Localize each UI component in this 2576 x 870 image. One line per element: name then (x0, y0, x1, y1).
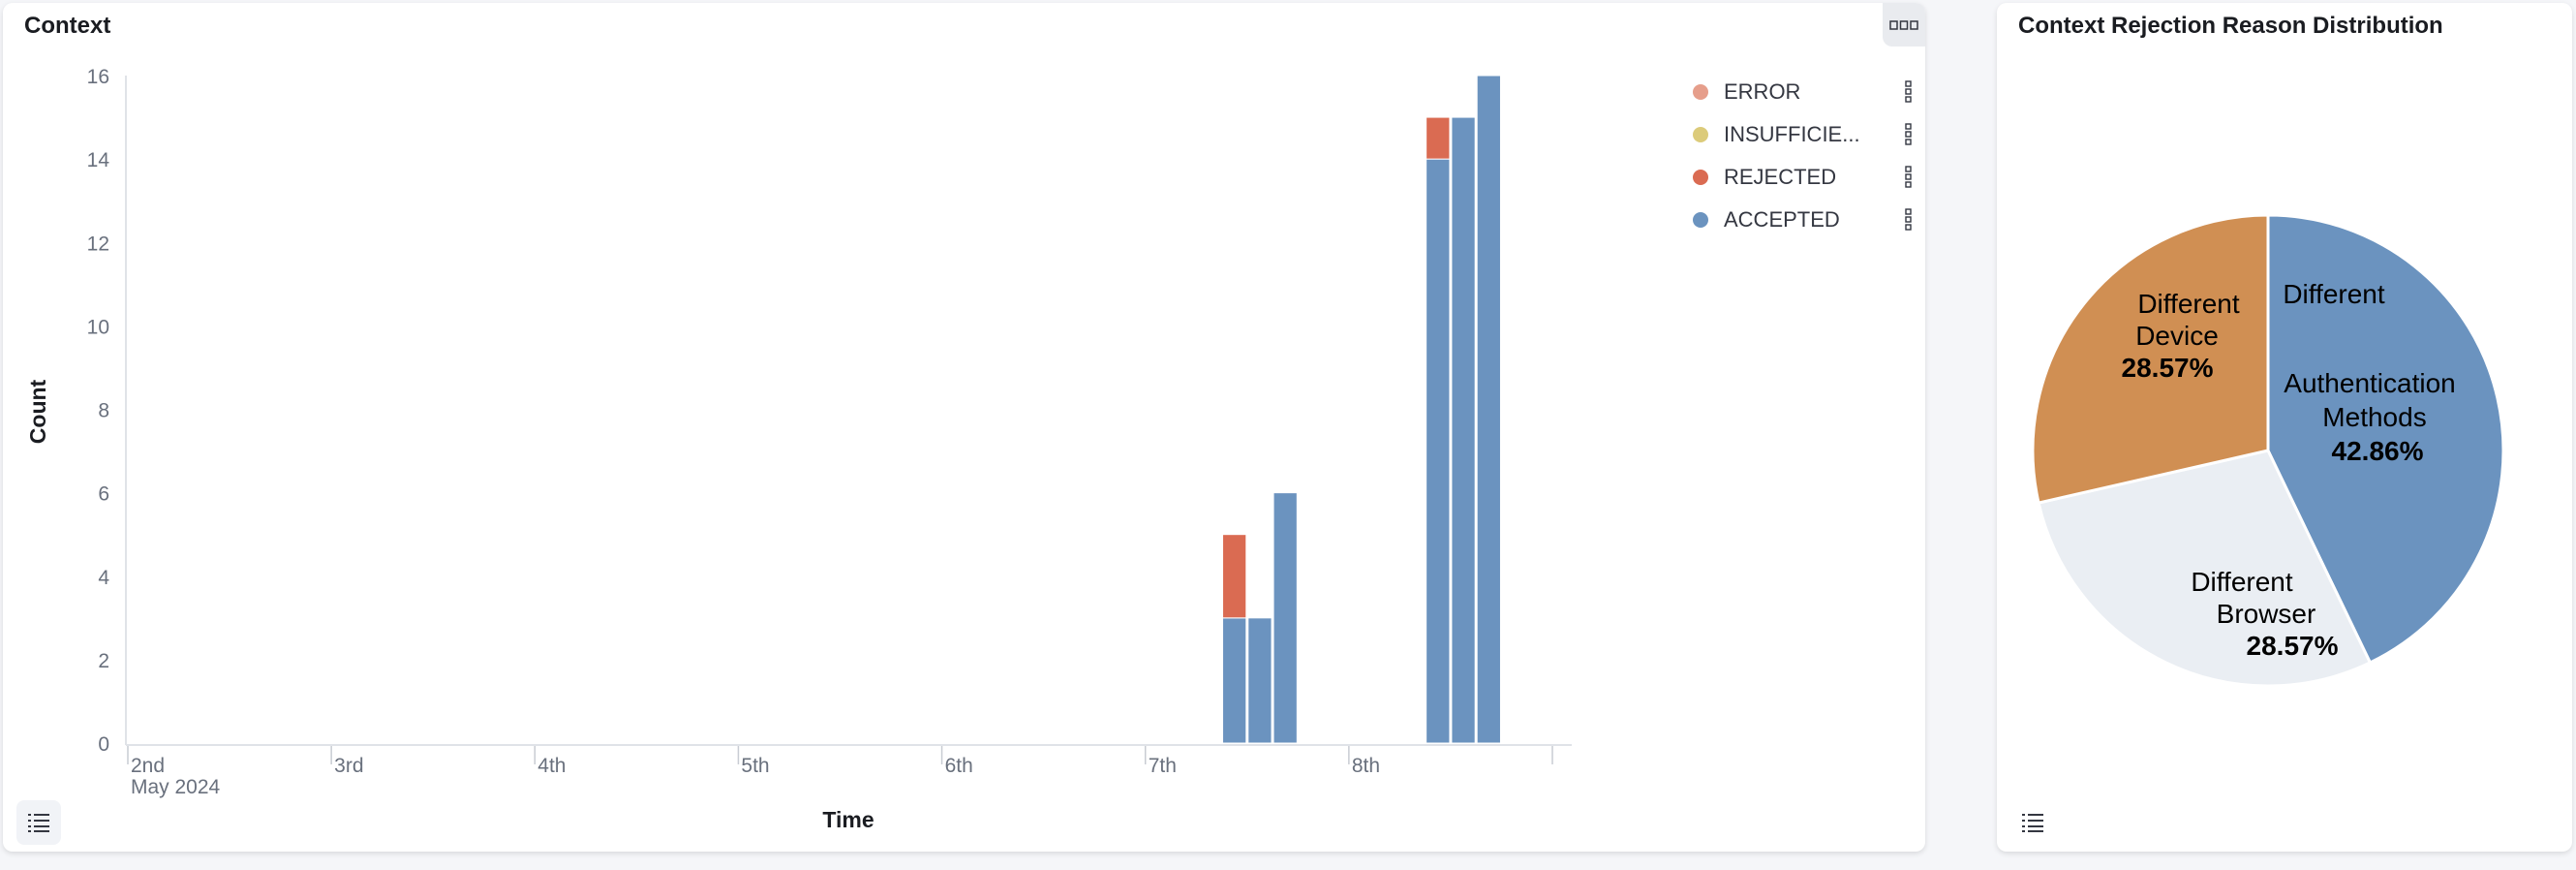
x-tick-sublabel: May 2024 (131, 776, 221, 798)
legend-label: INSUFFICIE... (1724, 122, 1860, 146)
legend-item-menu-icon[interactable] (1905, 208, 1913, 232)
x-axis-label: Time (822, 807, 874, 832)
legend-color-dot (1693, 84, 1708, 100)
legend-color-dot (1693, 212, 1708, 228)
legend-toggle-button[interactable] (2010, 800, 2055, 845)
legend-item[interactable]: ACCEPTED (1693, 205, 1840, 234)
bar-accepted[interactable] (1222, 617, 1247, 744)
list-icon (28, 814, 49, 832)
bar-rejected[interactable] (1222, 534, 1247, 619)
y-tick-label: 8 (98, 400, 109, 422)
y-tick-label: 14 (87, 149, 110, 171)
panel-title: Context Rejection Reason Distribution (2018, 13, 2443, 39)
y-tick-label: 2 (98, 650, 109, 672)
list-icon (2022, 814, 2043, 832)
y-axis-label: Count (25, 379, 50, 444)
x-tick-label: 4th (537, 755, 566, 777)
legend-label: ACCEPTED (1724, 207, 1840, 232)
panel-options-button[interactable] (1883, 3, 1925, 47)
x-tick-label: 7th (1149, 755, 1177, 777)
legend-item[interactable]: REJECTED (1693, 163, 1836, 192)
y-tick-label: 0 (98, 733, 109, 756)
x-tick-label: 8th (1352, 755, 1380, 777)
legend-item[interactable]: INSUFFICIE... (1693, 120, 1860, 149)
panel-title: Context (24, 13, 111, 39)
bar-accepted[interactable] (1247, 617, 1273, 744)
y-tick-label: 12 (87, 233, 109, 255)
x-tick-label: 3rd (334, 755, 363, 777)
y-tick-label: 16 (87, 66, 109, 88)
legend-label: REJECTED (1724, 165, 1837, 189)
bar-accepted[interactable] (1426, 158, 1451, 744)
legend-label: ERROR (1724, 79, 1801, 104)
y-tick-label: 4 (98, 567, 109, 589)
context-panel: Context 0 2 4 6 8 10 12 14 16 2nd May 2024 3rd 4th 5t… (3, 3, 1925, 852)
ellipsis-icon (1889, 19, 1918, 30)
bar-rejected[interactable] (1426, 116, 1451, 160)
bar-accepted[interactable] (1273, 492, 1298, 744)
legend-item[interactable]: ERROR (1693, 78, 1800, 107)
legend-item-menu-icon[interactable] (1905, 123, 1913, 146)
x-tick-label: 6th (945, 755, 973, 777)
legend-toggle-button[interactable] (16, 800, 61, 845)
legend-item-menu-icon[interactable] (1905, 166, 1913, 189)
x-tick-label: 2nd (131, 755, 165, 777)
legend-color-dot (1693, 170, 1708, 185)
legend-item-menu-icon[interactable] (1905, 80, 1913, 104)
rejection-reason-panel: Context Rejection Reason Distribution (1997, 3, 2572, 852)
y-tick-label: 6 (98, 483, 109, 506)
x-tick-label: 5th (741, 755, 769, 777)
bar-accepted[interactable] (1476, 75, 1501, 744)
y-tick-label: 10 (87, 316, 109, 338)
legend-color-dot (1693, 127, 1708, 142)
bar-accepted[interactable] (1451, 116, 1476, 744)
